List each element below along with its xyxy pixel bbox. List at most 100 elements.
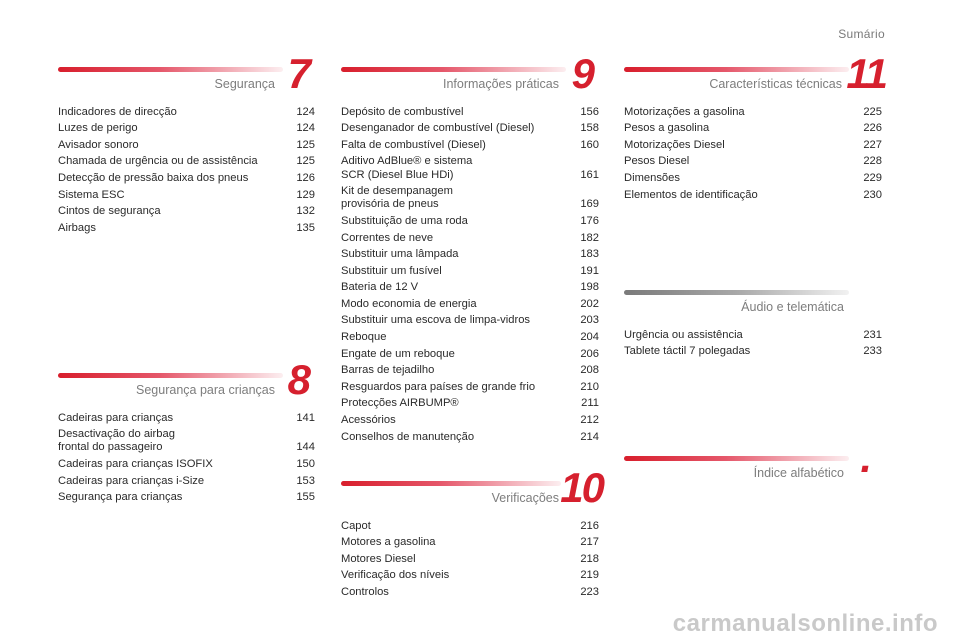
toc-item[interactable]: Cintos de segurança 132 (58, 203, 315, 220)
toc-item[interactable]: Cadeiras para crianças ISOFIX 150 (58, 456, 315, 473)
toc-item[interactable]: Conselhos de manutenção 214 (341, 429, 599, 446)
toc-item-label: Protecções AIRBUMP® (341, 397, 459, 410)
toc-item[interactable]: Protecções AIRBUMP® 211 (341, 396, 599, 413)
toc-item-label: Modo economia de energia (341, 297, 477, 310)
toc-item-label: Detecção de pressão baixa dos pneus (58, 172, 249, 184)
toc-item[interactable]: Chamada de urgência ou de assistência 125 (58, 154, 315, 171)
toc-item[interactable]: Cadeiras para crianças 141 (58, 410, 315, 427)
toc-item[interactable]: Urgência ou assistência 231 (624, 327, 882, 344)
toc-item[interactable]: Detecção de pressão baixa dos pneus 126 (58, 170, 315, 187)
toc-item[interactable]: Bateria de 12 V 198 (341, 280, 599, 297)
toc-item[interactable]: Motorizações a gasolina 225 (624, 104, 882, 121)
toc-item[interactable]: Acessórios 212 (341, 412, 599, 429)
toc-item[interactable]: Falta de combustível (Diesel) 160 (341, 137, 599, 154)
toc-item-label: Motorizações a gasolina (624, 105, 745, 118)
section-bar (58, 67, 283, 72)
toc-item-label: Tablete táctil 7 polegadas (624, 345, 751, 358)
toc-item-page: 217 (580, 536, 599, 549)
toc-item-page: 156 (580, 105, 599, 118)
toc-item[interactable]: Verificação dos níveis 219 (341, 568, 599, 585)
toc-item[interactable]: Pesos Diesel 228 (624, 154, 882, 171)
toc-item-label: Motorizações Diesel (624, 138, 725, 151)
toc-item-page: 158 (580, 122, 599, 135)
toc-item-page: 135 (296, 221, 315, 234)
toc-item-page: 233 (863, 345, 882, 358)
toc-item[interactable]: Luzes de perigo 124 (58, 121, 315, 138)
toc-item-page: 208 (580, 364, 599, 377)
toc-item-label: Cintos de segurança (58, 205, 161, 218)
toc-item[interactable]: Cadeiras para crianças i-Size 153 (58, 473, 315, 490)
toc-item[interactable]: Reboque 204 (341, 329, 599, 346)
toc-item-page: 229 (863, 172, 882, 184)
toc-item[interactable]: Avisador sonoro 125 (58, 137, 315, 154)
toc-item[interactable]: Depósito de combustível 156 (341, 104, 599, 121)
toc-item-page: 216 (580, 519, 599, 532)
section-child-safety: Segurança para crianças 8 Cadeiras para … (58, 359, 315, 507)
toc-item[interactable]: Controlos 223 (341, 584, 599, 601)
toc-item-label: Luzes de perigo (58, 122, 138, 135)
toc-item[interactable]: Elementos de identificação 230 (624, 187, 882, 204)
toc-item[interactable]: Aditivo AdBlue® e sistema SCR (Diesel Bl… (341, 154, 599, 184)
toc-item[interactable]: Indicadores de direcção 124 (58, 104, 315, 121)
section-title: Verificações (491, 491, 559, 505)
section-bar (624, 67, 849, 72)
toc-item[interactable]: Barras de tejadilho 208 (341, 363, 599, 380)
toc-item[interactable]: Engate de um reboque 206 (341, 346, 599, 363)
toc-item-label: Segurança para crianças (58, 491, 183, 504)
section-header: Segurança para crianças 8 (58, 359, 315, 410)
toc-item-page: 144 (296, 441, 315, 454)
section-title: Características técnicas (709, 77, 842, 91)
toc-item-page: 225 (863, 105, 882, 118)
toc-item-label: Pesos a gasolina (624, 122, 710, 135)
section-bar (58, 373, 283, 378)
toc-item[interactable]: Sistema ESC 129 (58, 187, 315, 204)
toc-item[interactable]: Substituir uma lâmpada 183 (341, 246, 599, 263)
toc-item-page: 132 (296, 205, 315, 218)
toc-item-label: Desactivação do airbag frontal do passag… (58, 428, 175, 454)
toc-item-label: Acessórios (341, 413, 396, 426)
toc-item[interactable]: Substituir uma escova de limpa-vidros 203 (341, 313, 599, 330)
toc-item[interactable]: Modo economia de energia 202 (341, 296, 599, 313)
toc-item[interactable]: Motores a gasolina 217 (341, 535, 599, 552)
toc-item-label: Avisador sonoro (58, 138, 139, 151)
section-checks: Verificações 10 Capot 216 Motores a gasoli… (341, 467, 605, 601)
toc-item[interactable]: Motores Diesel 218 (341, 551, 599, 568)
toc-item[interactable]: Dimensões 229 (624, 170, 882, 187)
section-bar (624, 290, 849, 295)
toc-item-page: 214 (580, 430, 599, 443)
toc-item-label: Pesos Diesel (624, 155, 690, 168)
toc-item-label: Engate de um reboque (341, 347, 455, 360)
toc-item-page: 169 (580, 198, 599, 211)
toc-list: Capot 216 Motores a gasolina 217 Motores Die… (341, 518, 599, 601)
toc-item[interactable]: Kit de desempanagem provisória de pneus 1… (341, 184, 599, 214)
section-header: Verificações 10 (341, 467, 605, 518)
toc-item[interactable]: Segurança para crianças 155 (58, 490, 315, 507)
toc-item[interactable]: Substituição de uma roda 176 (341, 213, 599, 230)
toc-list: Urgência ou assistência 231 Tablete táctil… (624, 327, 882, 360)
toc-item[interactable]: Resguardos para países de grande frio 210 (341, 379, 599, 396)
toc-item-label: Controlos (341, 586, 389, 598)
toc-item-label: Conselhos de manutenção (341, 430, 475, 443)
toc-item-page: 125 (296, 138, 315, 151)
toc-item-page: 126 (296, 172, 315, 184)
toc-item[interactable]: Motorizações Diesel 227 (624, 137, 882, 154)
toc-item[interactable]: Desenganador de combustível (Diesel) 158 (341, 121, 599, 138)
toc-item-label: Verificação dos níveis (341, 569, 450, 582)
section-index: Índice alfabético . (624, 437, 882, 493)
toc-item[interactable]: Desactivação do airbag frontal do passag… (58, 427, 315, 457)
toc-item[interactable]: Tablete táctil 7 polegadas 233 (624, 344, 882, 361)
toc-item-page: 226 (863, 122, 882, 135)
toc-item[interactable]: Pesos a gasolina 226 (624, 121, 882, 138)
toc-item-page: 129 (296, 188, 315, 201)
toc-item[interactable]: Correntes de neve 182 (341, 230, 599, 247)
toc-item-page: 124 (296, 105, 315, 118)
section-number: 9 (571, 50, 595, 97)
toc-item-label: Bateria de 12 V (341, 281, 419, 294)
toc-item[interactable]: Airbags 135 (58, 220, 315, 237)
section-number: 8 (287, 356, 311, 403)
toc-item-page: 161 (580, 168, 599, 181)
toc-item-page: 210 (580, 380, 599, 393)
toc-item[interactable]: Capot 216 (341, 518, 599, 535)
section-bar (624, 456, 849, 461)
toc-item[interactable]: Substituir um fusível 191 (341, 263, 599, 280)
